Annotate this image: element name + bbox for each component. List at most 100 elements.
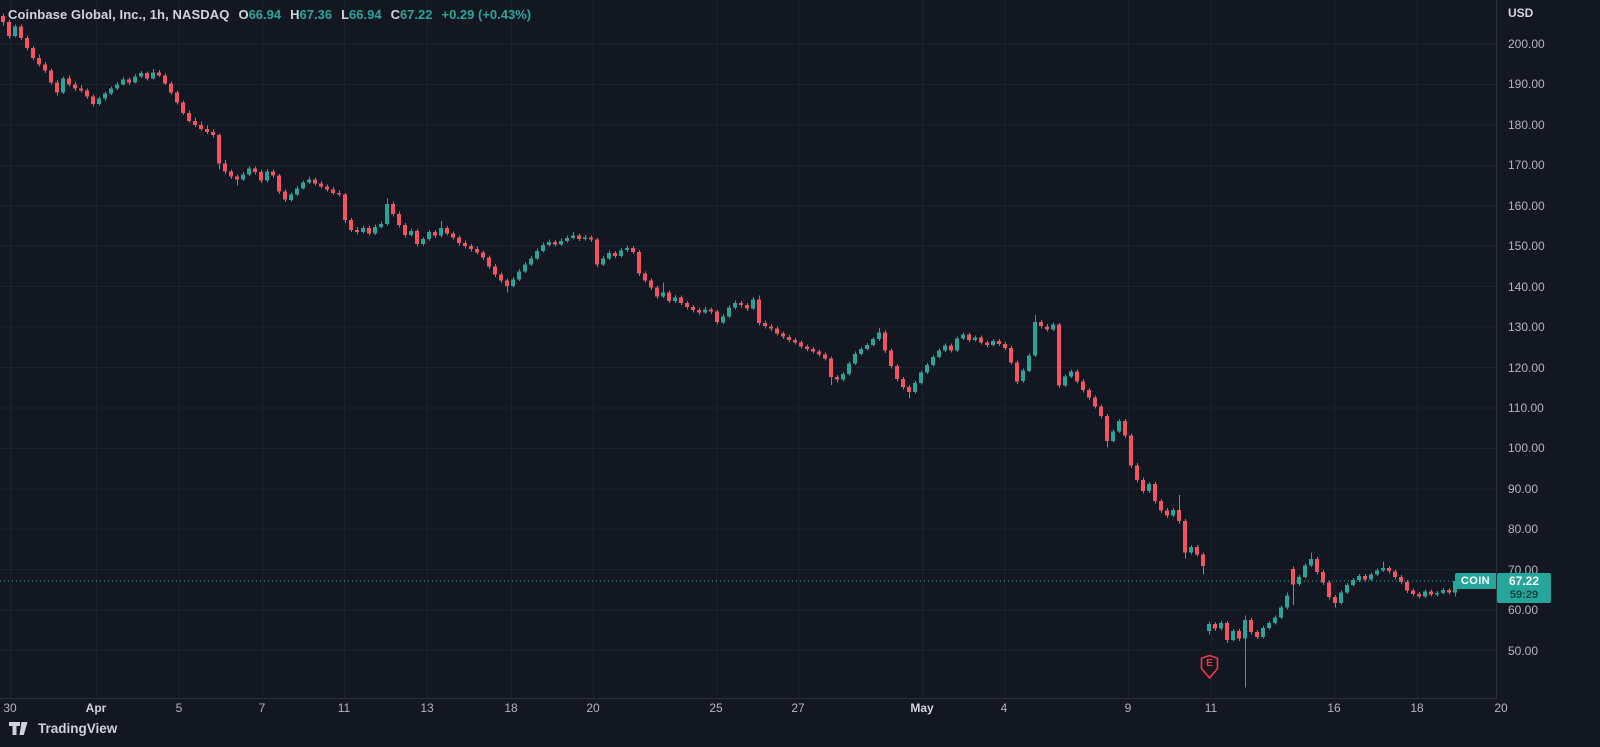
candle-body xyxy=(973,337,977,340)
earnings-label: E xyxy=(1206,658,1213,669)
chart-pane[interactable]: Coinbase Global, Inc., 1h, NASDAQ O66.94… xyxy=(0,0,1497,699)
candle-body xyxy=(1141,479,1145,492)
price-tick-label: 60.00 xyxy=(1508,603,1539,618)
candle-body xyxy=(403,225,407,235)
candle-body xyxy=(217,135,221,164)
candle-body xyxy=(1039,322,1043,327)
candle-body xyxy=(523,264,527,272)
candle-body xyxy=(613,253,617,256)
candle-body xyxy=(733,302,737,308)
candle-body xyxy=(553,242,557,245)
candle-body xyxy=(7,21,11,36)
tradingview-brand-text: TradingView xyxy=(38,721,118,736)
candle-body xyxy=(949,345,953,351)
earnings-badge[interactable]: E xyxy=(1199,654,1220,680)
candle-body xyxy=(409,230,413,235)
candle-body xyxy=(1267,623,1271,628)
tradingview-mark-icon xyxy=(9,722,28,735)
candle-body xyxy=(127,79,131,83)
candle-body xyxy=(1351,580,1355,586)
candle-body xyxy=(139,73,143,77)
candle-body xyxy=(151,72,155,79)
candle-body xyxy=(1357,576,1361,581)
candle-body xyxy=(763,323,767,327)
candlestick-chart[interactable] xyxy=(0,0,1496,698)
candle-body xyxy=(511,279,515,286)
candle-body xyxy=(397,213,401,226)
candle-body xyxy=(1057,324,1061,386)
candle-body xyxy=(517,271,521,280)
candle-body xyxy=(1177,509,1181,522)
candle-body xyxy=(199,124,203,129)
candle-body xyxy=(1021,370,1025,382)
candle-body xyxy=(1153,483,1157,501)
candle-body xyxy=(559,241,563,245)
time-tick-label: 9 xyxy=(1124,701,1132,715)
candle-body xyxy=(1093,397,1097,407)
candle-body xyxy=(625,247,629,251)
candle-body xyxy=(1129,435,1133,466)
candle-body xyxy=(337,192,341,195)
candle-body xyxy=(841,374,845,380)
candle-body xyxy=(421,238,425,245)
candle-body xyxy=(427,232,431,239)
price-axis[interactable]: USD 67.22 59:29 200.00 190.00 180.00 170.00… xyxy=(1497,0,1600,698)
candle-body xyxy=(1189,547,1193,553)
candle-body xyxy=(163,75,167,84)
candle-body xyxy=(811,348,815,352)
candle-body xyxy=(589,237,593,240)
candle-body xyxy=(1009,348,1013,363)
time-tick-label: 18 xyxy=(504,701,518,715)
candle-body xyxy=(931,357,935,366)
time-tick-label: 30 xyxy=(3,701,17,715)
candle-body xyxy=(37,58,41,65)
candle-body xyxy=(463,243,467,247)
tradingview-logo[interactable]: TradingView xyxy=(9,721,117,736)
candle-body xyxy=(1411,590,1415,594)
candle-body xyxy=(1111,431,1115,442)
candle-body xyxy=(1087,390,1091,398)
candle-body xyxy=(967,334,971,341)
candle-body xyxy=(181,102,185,113)
candle-body xyxy=(895,365,899,379)
candle-body xyxy=(601,258,605,265)
candle-body xyxy=(1243,619,1247,639)
time-axis[interactable]: 30 Apr 5 7 11 13 18 20 25 27 May 4 9 11 16 18 20 xyxy=(0,699,1600,717)
candle-body xyxy=(1117,420,1121,432)
candle-body xyxy=(1333,597,1337,603)
candle-body xyxy=(1015,362,1019,382)
candle-body xyxy=(169,83,173,93)
candle-body xyxy=(853,353,857,364)
candle-body xyxy=(829,358,833,378)
candle-body xyxy=(241,174,245,180)
candle-body xyxy=(157,72,161,76)
candle-body xyxy=(673,297,677,302)
currency-label: USD xyxy=(1508,6,1534,20)
price-tick-label: 90.00 xyxy=(1508,481,1539,496)
candle-body xyxy=(1387,568,1391,572)
candle-body xyxy=(565,238,569,241)
candle-body xyxy=(679,297,683,303)
candle-body xyxy=(493,266,497,275)
candle-body xyxy=(1081,381,1085,391)
candle-body xyxy=(1285,595,1289,608)
candle-body xyxy=(481,252,485,258)
candle-body xyxy=(85,90,89,97)
candle-body xyxy=(631,247,635,252)
candle-body xyxy=(1399,576,1403,582)
time-tick-label: 7 xyxy=(258,701,266,715)
candle-body xyxy=(1069,371,1073,377)
candle-body xyxy=(1033,322,1037,356)
candle-body xyxy=(577,235,581,239)
candle-body xyxy=(1315,559,1319,572)
candle-body xyxy=(1195,547,1199,555)
candle-body xyxy=(235,176,239,180)
candle-body xyxy=(1135,465,1139,480)
candle-body xyxy=(1447,589,1451,593)
candle-body xyxy=(691,306,695,311)
candle-body xyxy=(991,340,995,345)
candle-body xyxy=(469,246,473,249)
candle-body xyxy=(859,348,863,354)
candle-body xyxy=(25,38,29,49)
time-tick-label: 20 xyxy=(586,701,600,715)
